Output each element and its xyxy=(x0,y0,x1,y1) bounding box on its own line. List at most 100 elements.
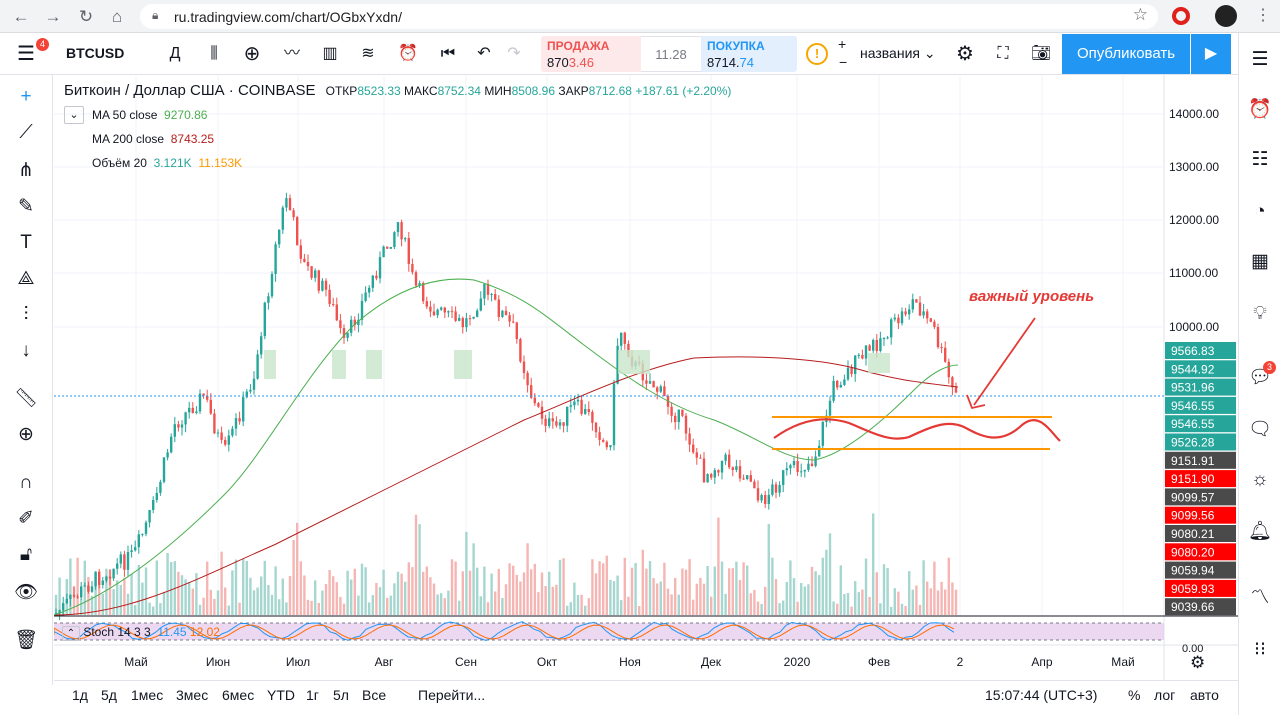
pattern-icon[interactable]: ⟁ xyxy=(17,268,35,289)
annotation-arrow[interactable] xyxy=(973,317,1036,406)
lock-icon[interactable]: 🔓︎ xyxy=(19,544,33,565)
profile-avatar[interactable] xyxy=(1215,5,1237,27)
ma200-legend[interactable]: MA 200 close 8743.25 xyxy=(92,132,215,146)
fullscreen-icon[interactable]: ⛶ xyxy=(997,45,1009,62)
hotlists-icon[interactable]: ◔ xyxy=(1254,201,1266,222)
interval-button[interactable]: Д xyxy=(169,45,181,62)
layout-name-dropdown[interactable]: названия ⌄ xyxy=(860,45,936,61)
zoom-in-icon[interactable]: ⊕ xyxy=(18,424,34,445)
watchlist-icon[interactable]: ☰ xyxy=(1251,49,1269,70)
quantity-minus-icon[interactable]: − xyxy=(839,54,848,70)
indicators-add-icon[interactable]: ⊕ xyxy=(243,43,261,65)
range-5d[interactable]: 5д xyxy=(101,687,117,703)
range-all[interactable]: Все xyxy=(362,687,387,703)
symbol-title[interactable]: Биткоин / Доллар США · COINBASE xyxy=(64,82,316,99)
replay-icon[interactable]: ⏮ xyxy=(440,45,456,62)
arrow-down-icon[interactable]: ↓ xyxy=(21,340,31,361)
forecast-icon[interactable]: ⫶ xyxy=(23,304,29,325)
price-label[interactable]: 9546.55 xyxy=(1165,396,1236,414)
wave-drawing[interactable] xyxy=(773,418,1061,442)
buy-button[interactable]: ПОКУПКА 8714.74 xyxy=(701,36,797,72)
pitchfork-icon[interactable]: ⋔ xyxy=(18,160,34,181)
price-label[interactable]: 9531.96 xyxy=(1165,378,1236,396)
price-label[interactable]: 9151.90 xyxy=(1165,470,1236,488)
percent-toggle[interactable]: % xyxy=(1128,687,1141,703)
range-1y[interactable]: 1г xyxy=(306,687,319,703)
messages-icon[interactable]: 🗨︎ xyxy=(1247,419,1273,440)
data-window-icon[interactable]: ☷ xyxy=(1251,149,1269,170)
range-1m[interactable]: 1мес xyxy=(131,687,164,703)
signals-icon[interactable]: 〽 xyxy=(1250,587,1270,608)
axis-settings-gear-icon[interactable]: ⚙ xyxy=(1190,653,1205,673)
crosshair-icon[interactable]: + xyxy=(20,86,32,107)
sell-button[interactable]: ПРОДАЖА 8703.46 xyxy=(541,36,641,72)
compare-icon[interactable]: 〰 xyxy=(283,45,300,62)
magnet-icon[interactable]: ∩ xyxy=(19,472,33,493)
price-label[interactable]: 9151.91 xyxy=(1165,451,1236,469)
price-label[interactable]: 9099.56 xyxy=(1165,506,1236,524)
home-icon[interactable]: ⌂ xyxy=(111,7,123,26)
goto-date-button[interactable]: Перейти... xyxy=(418,687,486,703)
trash-icon[interactable]: 🗑︎ xyxy=(13,630,39,651)
collapse-legend-icon[interactable]: ⌄ xyxy=(64,106,84,124)
opera-extension-icon[interactable] xyxy=(1172,7,1190,25)
price-label[interactable]: 9099.57 xyxy=(1165,488,1236,506)
volume-legend[interactable]: Объём 20 3.121K 11.153K xyxy=(92,156,243,170)
range-1d[interactable]: 1д xyxy=(72,687,88,703)
collapse-stoch-icon[interactable]: ⌃ xyxy=(62,626,80,641)
chart-area[interactable]: важный уровень Май Июн Июл Авг Сен Окт Ноя Дек 2… xyxy=(53,75,1238,685)
undo-icon[interactable]: ↶ xyxy=(477,45,491,62)
price-label[interactable]: 9546.55 xyxy=(1165,415,1236,433)
price-label[interactable]: 9544.92 xyxy=(1165,360,1236,378)
bar-chart-icon[interactable]: ▥ xyxy=(322,45,338,62)
quantity-plus-icon[interactable]: + xyxy=(838,36,847,52)
price-chart[interactable]: важный уровень Май Июн Июл Авг Сен Окт Ноя Дек 2… xyxy=(53,75,1238,685)
play-icon[interactable]: ▶ xyxy=(1191,34,1231,74)
redo-icon[interactable]: ↷ xyxy=(507,45,521,62)
price-label[interactable]: 9566.83 xyxy=(1165,342,1236,359)
range-3m[interactable]: 3мес xyxy=(176,687,209,703)
price-label[interactable]: 9080.20 xyxy=(1165,543,1236,561)
trend-line-icon[interactable]: ⟋ xyxy=(19,122,33,143)
ma50-legend[interactable]: MA 50 close 9270.86 xyxy=(92,108,208,122)
price-label[interactable]: 9080.21 xyxy=(1165,525,1236,542)
settings-gear-icon[interactable]: ⚙ xyxy=(956,43,974,65)
order-panel-icon[interactable]: ⁝⁝ xyxy=(1253,639,1267,660)
text-tool-icon[interactable]: T xyxy=(20,232,32,253)
lock-drawing-icon[interactable]: ✐ xyxy=(18,508,34,529)
trading-info-icon[interactable]: ! xyxy=(806,43,828,65)
ideas-lightbulb-icon[interactable]: 💡︎ xyxy=(1253,303,1267,324)
hamburger-menu-icon[interactable]: ☰ xyxy=(17,43,35,65)
range-ytd[interactable]: YTD xyxy=(267,687,295,703)
eye-icon[interactable]: 👁︎ xyxy=(13,582,39,603)
range-5y[interactable]: 5л xyxy=(333,687,349,703)
stoch-legend[interactable]: ⌃ Stoch 14 3 3 11.45 12.02 xyxy=(62,625,220,641)
publish-button[interactable]: Опубликовать xyxy=(1062,34,1190,74)
auto-toggle[interactable]: авто xyxy=(1190,687,1219,703)
price-label[interactable]: 9059.94 xyxy=(1165,561,1236,579)
candles-type-icon[interactable]: ⫼ xyxy=(210,45,218,62)
alert-clock-icon[interactable]: ⏰ xyxy=(398,45,418,62)
address-bar[interactable]: 🔒︎ ru.tradingview.com/chart/OGbxYxdn/ ☆ xyxy=(140,4,1158,29)
symbol-name[interactable]: BTCUSD xyxy=(66,45,125,61)
camera-icon[interactable]: 📷︎ xyxy=(1030,45,1052,62)
templates-icon[interactable]: ≋ xyxy=(361,45,375,62)
price-label[interactable]: 9526.28 xyxy=(1165,433,1236,451)
price-label[interactable]: 9039.66 xyxy=(1165,598,1236,616)
reload-icon[interactable]: ↻ xyxy=(78,7,94,26)
back-icon[interactable]: ← xyxy=(12,7,30,26)
alarm-clock-icon[interactable]: ⏰ xyxy=(1248,99,1272,120)
annotation-text[interactable]: важный уровень xyxy=(969,288,1094,305)
brush-icon[interactable]: ✎ xyxy=(18,196,34,217)
forward-icon[interactable]: → xyxy=(44,7,62,26)
browser-menu-icon[interactable]: ⋮ xyxy=(1255,7,1271,24)
calendar-icon[interactable]: ▦ xyxy=(1251,251,1269,272)
notifications-bell-icon[interactable]: 🔔︎ xyxy=(1247,521,1273,542)
range-6m[interactable]: 6мес xyxy=(222,687,255,703)
bookmark-star-icon[interactable]: ☆ xyxy=(1132,5,1148,24)
ruler-icon[interactable]: 📏︎ xyxy=(13,388,39,409)
price-label[interactable]: 9059.93 xyxy=(1165,579,1236,597)
streams-icon[interactable]: ☼ xyxy=(1251,469,1269,490)
clock-time[interactable]: 15:07:44 (UTC+3) xyxy=(985,687,1098,703)
log-toggle[interactable]: лог xyxy=(1154,687,1176,703)
